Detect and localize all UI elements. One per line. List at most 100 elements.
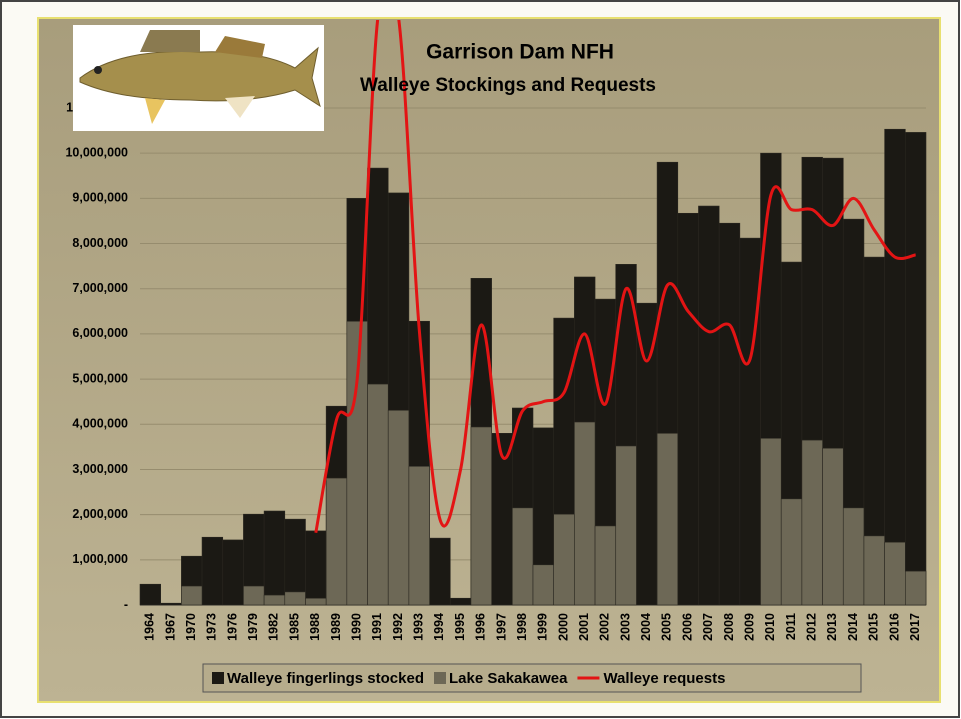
x-tick-label: 2003 — [618, 613, 632, 641]
x-tick-label: 2005 — [660, 613, 674, 641]
x-tick-label: 1996 — [474, 613, 488, 641]
bar — [325, 477, 348, 606]
x-tick-label: 1994 — [432, 613, 446, 641]
bar — [677, 212, 699, 606]
x-tick-label: 1964 — [143, 613, 157, 641]
bar — [863, 535, 885, 606]
bar — [532, 564, 554, 606]
bar — [905, 570, 927, 606]
bar — [367, 383, 389, 606]
x-tick-label: 2000 — [556, 613, 570, 641]
bar — [553, 513, 575, 606]
bar — [243, 585, 265, 606]
x-tick-label: 1982 — [267, 613, 281, 641]
y-tick-label: 1,000,000 — [72, 552, 128, 566]
line — [314, 20, 916, 533]
bar — [284, 591, 306, 606]
x-tick-label: 2012 — [805, 613, 819, 641]
x-tick-label: 2015 — [867, 613, 881, 641]
x-tick-label: 2001 — [577, 613, 591, 641]
x-tick-label: 1991 — [370, 613, 384, 641]
bar — [408, 465, 430, 606]
x-tick-label: 1970 — [184, 613, 198, 641]
x-tick-label: 1967 — [163, 613, 177, 641]
bar — [160, 602, 182, 606]
y-tick-label: 8,000,000 — [72, 236, 128, 250]
bar — [656, 433, 679, 606]
x-tick-label: 2002 — [598, 613, 612, 641]
y-tick-label: 6,000,000 — [72, 326, 128, 340]
bar — [615, 445, 637, 606]
plot: - 1,000,000 2,000,000 3,000,000 4,000,000 5,0… — [65, 20, 927, 641]
x-tick-label: 2004 — [639, 613, 653, 641]
bar — [222, 539, 244, 606]
legend-items: Walleye fingerlings stocked Lake Sakakawe… — [212, 670, 725, 687]
bar — [905, 132, 927, 606]
x-tick-label: 2008 — [722, 613, 736, 641]
bar — [470, 426, 492, 606]
bar — [574, 421, 596, 606]
y-tick-label: 10,000,000 — [65, 145, 128, 159]
x-tick-label: 1973 — [205, 613, 219, 641]
bar — [739, 237, 761, 606]
x-tick-label: 2011 — [784, 613, 798, 640]
bar — [512, 507, 534, 606]
x-tick-label: 2013 — [825, 613, 839, 641]
x-tick-label: 1988 — [308, 613, 322, 641]
bar — [201, 536, 224, 606]
bar — [884, 541, 906, 606]
bar — [491, 433, 513, 606]
legend-swatch — [434, 672, 446, 684]
y-tick-label: 3,000,000 — [72, 462, 128, 476]
bar — [139, 583, 161, 606]
y-tick-label: 5,000,000 — [72, 371, 128, 385]
x-tick-label: 1997 — [494, 613, 508, 641]
bar — [780, 498, 803, 606]
bar — [822, 447, 844, 606]
x-tick-label: 1976 — [225, 613, 239, 641]
x-tick-label: 1999 — [536, 613, 550, 641]
x-tick-label: 2010 — [763, 613, 777, 641]
x-tick-label: 2014 — [846, 613, 860, 641]
legend-label: Walleye fingerlings stocked — [227, 670, 424, 687]
x-tick-label: 2016 — [887, 613, 901, 641]
x-tick-label: 1992 — [391, 613, 405, 641]
legend-label: Walleye requests — [603, 670, 725, 687]
bar — [305, 597, 327, 606]
y-tick-label: - — [124, 597, 128, 611]
chart-title: Garrison Dam NFH — [426, 41, 614, 64]
bar — [263, 594, 286, 606]
y-tick-label: 9,000,000 — [72, 191, 128, 205]
bar — [449, 597, 472, 606]
bar — [698, 205, 720, 606]
legend-label: Lake Sakakawea — [449, 670, 568, 687]
chart-subtitle: Walleye Stockings and Requests — [360, 75, 656, 96]
x-tick-label: 2006 — [680, 613, 694, 641]
x-tick-label: 2017 — [908, 613, 922, 641]
x-tick-label: 1985 — [287, 613, 301, 641]
bar — [842, 507, 865, 606]
bar — [884, 128, 906, 606]
bar — [263, 510, 286, 606]
x-tick-label: 1989 — [329, 613, 343, 641]
x-tick-label: 2009 — [742, 613, 756, 641]
bar — [387, 409, 410, 606]
legend — [202, 663, 862, 693]
bar — [594, 525, 617, 606]
bar — [801, 439, 823, 606]
x-tick-label: 1990 — [349, 613, 363, 641]
legend-swatch — [212, 672, 224, 684]
x-tick-label: 1979 — [246, 613, 260, 641]
x-tick-label: 2007 — [701, 613, 715, 641]
fish-image — [73, 25, 324, 131]
bar — [429, 537, 451, 606]
bar — [305, 530, 327, 606]
y-tick-label: 7,000,000 — [72, 281, 128, 295]
bar — [718, 222, 741, 606]
x-tick-label: 1995 — [453, 613, 467, 641]
x-tick-label: 1993 — [412, 613, 426, 641]
bar — [760, 437, 782, 606]
y-tick-label: 2,000,000 — [72, 507, 128, 521]
